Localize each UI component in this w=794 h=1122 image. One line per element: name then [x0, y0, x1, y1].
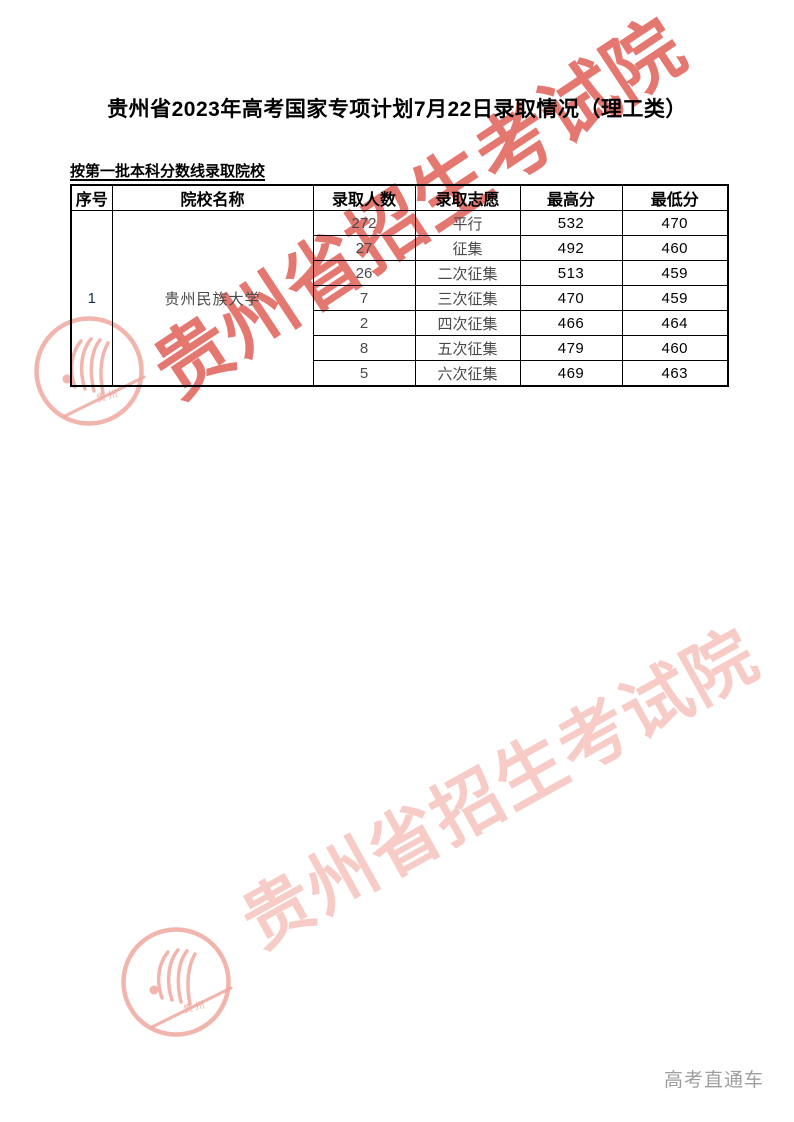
table-row: 8 五次征集 479 460: [71, 335, 729, 361]
cell-min: 459: [621, 285, 729, 311]
cell-wish: 三次征集: [414, 285, 521, 311]
cell-count: 26: [312, 260, 416, 286]
table-row: 26 二次征集 513 459: [71, 260, 729, 286]
table-row: 27 征集 492 460: [71, 235, 729, 261]
table-row: 7 三次征集 470 459: [71, 285, 729, 311]
footer-brand: 高考直通车: [663, 1070, 764, 1091]
cell-min: 464: [621, 310, 729, 336]
header-count: 录取人数: [312, 184, 416, 211]
table-row: 5 六次征集 469 463: [71, 360, 729, 387]
cell-max: 479: [519, 335, 623, 361]
cell-wish: 平行: [414, 210, 521, 236]
cell-index: 1: [70, 210, 113, 387]
cell-max: 470: [519, 285, 623, 311]
cell-wish: 六次征集: [414, 360, 521, 387]
cell-min: 460: [621, 235, 729, 261]
agency-seal-icon: [118, 924, 234, 1040]
table-row: 2 四次征集 466 464: [71, 310, 729, 336]
cell-wish: 二次征集: [414, 260, 521, 286]
cell-count: 272: [312, 210, 416, 236]
cell-count: 27: [312, 235, 416, 261]
cell-max: 492: [519, 235, 623, 261]
cell-max: 466: [519, 310, 623, 336]
header-index: 序号: [70, 184, 113, 211]
cell-max: 513: [519, 260, 623, 286]
cell-min: 460: [621, 335, 729, 361]
cell-school: 贵州民族大学: [111, 210, 314, 387]
cell-max: 532: [519, 210, 623, 236]
page-title: 贵州省2023年高考国家专项计划7月22日录取情况（理工类）: [107, 98, 687, 121]
cell-count: 7: [312, 285, 416, 311]
cell-wish: 四次征集: [414, 310, 521, 336]
header-max: 最高分: [519, 184, 623, 211]
section-label: 按第一批本科分数线录取院校: [70, 163, 266, 180]
header-wish: 录取志愿: [414, 184, 521, 211]
cell-min: 463: [621, 360, 729, 387]
cell-count: 2: [312, 310, 416, 336]
cell-count: 8: [312, 335, 416, 361]
diagonal-watermark-bottom: 贵州省招生考试院: [229, 615, 771, 963]
table-row: 1 贵州民族大学 272 平行 532 470: [70, 210, 729, 387]
cell-max: 469: [519, 360, 623, 387]
admissions-table: 序号 院校名称 录取人数 录取志愿 最高分 最低分 1 贵州民族大学 272 平…: [70, 184, 729, 387]
cell-wish: 五次征集: [414, 335, 521, 361]
table-header-row: 序号 院校名称 录取人数 录取志愿 最高分 最低分: [70, 184, 729, 211]
cell-min: 459: [621, 260, 729, 286]
cell-min: 470: [621, 210, 729, 236]
cell-wish: 征集: [414, 235, 521, 261]
cell-count: 5: [312, 360, 416, 387]
header-min: 最低分: [621, 184, 729, 211]
header-school: 院校名称: [111, 184, 314, 211]
